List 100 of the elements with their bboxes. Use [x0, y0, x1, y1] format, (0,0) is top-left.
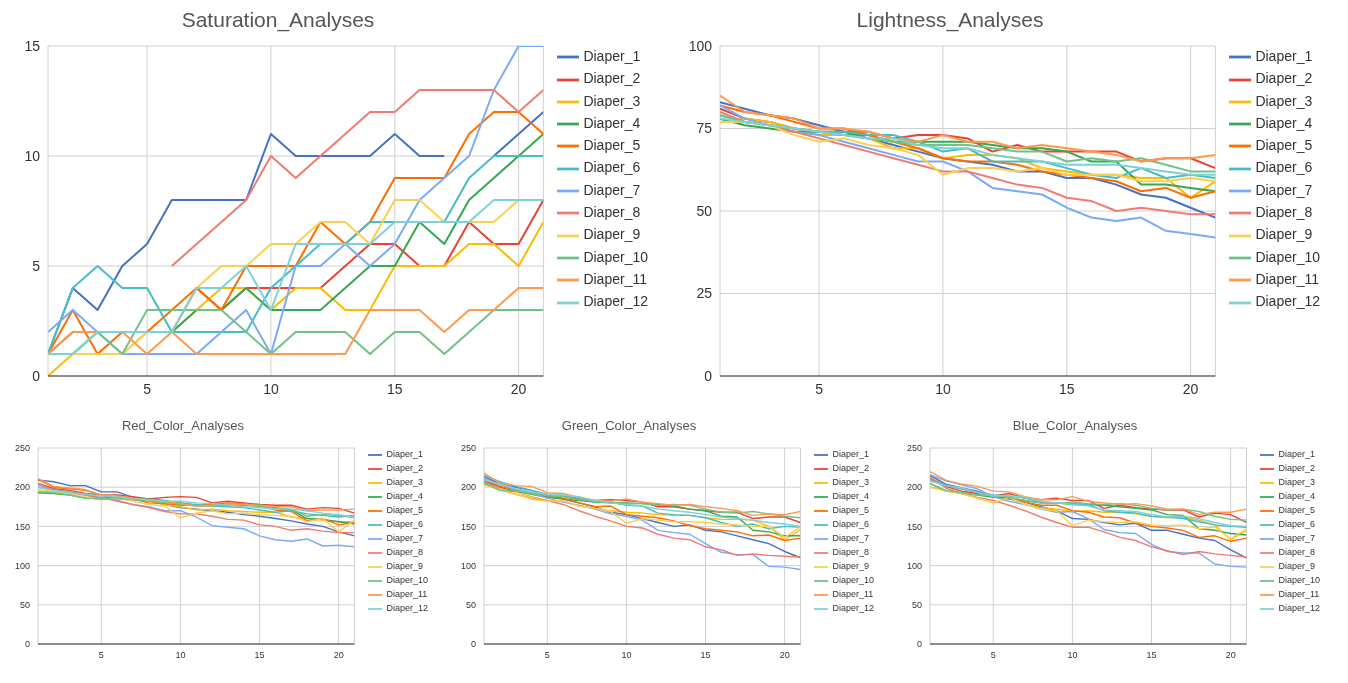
y-tick-label: 0: [470, 639, 476, 650]
legend-label: Diaper_12: [832, 603, 874, 614]
legend-label: Diaper_9: [832, 561, 869, 572]
x-tick-label: 15: [1146, 650, 1157, 661]
legend-label: Diaper_7: [832, 533, 869, 544]
line-series: [170, 89, 544, 267]
legend-label: Diaper_6: [1278, 519, 1315, 530]
chart-title: Blue_Color_Analyses: [1011, 418, 1139, 435]
y-tick-label: 150: [906, 521, 922, 532]
legend-label: Diaper_7: [1278, 533, 1315, 544]
legend-label: Diaper_4: [1278, 491, 1315, 502]
y-tick-label: 0: [24, 639, 30, 650]
x-tick-label: 5: [544, 650, 550, 661]
y-tick-label: 150: [14, 521, 30, 532]
legend-label: Diaper_3: [583, 92, 641, 109]
x-tick-label: 20: [333, 650, 344, 661]
legend-label: Diaper_7: [1255, 181, 1313, 198]
x-tick-label: 20: [1225, 650, 1236, 661]
y-tick-label: 0: [704, 367, 713, 384]
legend-label: Diaper_6: [583, 159, 641, 176]
y-tick-label: 200: [906, 482, 922, 493]
legend-label: Diaper_5: [1255, 137, 1313, 154]
x-tick-label: 10: [621, 650, 632, 661]
legend-label: Diaper_4: [832, 491, 869, 502]
legend-label: Diaper_12: [1255, 293, 1320, 310]
legend-label: Diaper_1: [1278, 449, 1315, 460]
legend-label: Diaper_7: [386, 533, 423, 544]
y-tick-label: 75: [696, 120, 713, 137]
y-tick-label: 100: [688, 37, 713, 54]
legend-label: Diaper_8: [1278, 547, 1315, 558]
legend-label: Diaper_7: [583, 181, 641, 198]
legend-label: Diaper_5: [386, 505, 423, 516]
legend-label: Diaper_8: [583, 204, 641, 221]
legend-label: Diaper_2: [583, 70, 641, 87]
y-tick-label: 0: [32, 367, 41, 384]
legend-label: Diaper_8: [386, 547, 423, 558]
y-tick-label: 25: [696, 285, 713, 302]
legend-label: Diaper_2: [1278, 463, 1315, 474]
legend-label: Diaper_10: [583, 248, 648, 265]
legend-label: Diaper_10: [832, 575, 874, 586]
x-tick-label: 10: [1067, 650, 1078, 661]
y-tick-label: 250: [460, 443, 476, 454]
legend-label: Diaper_2: [1255, 70, 1313, 87]
line-series: [720, 104, 1216, 239]
x-tick-label: 10: [263, 380, 279, 397]
x-tick-label: 15: [254, 650, 265, 661]
legend-label: Diaper_11: [583, 270, 647, 287]
y-tick-label: 50: [465, 599, 476, 610]
legend-label: Diaper_4: [386, 491, 423, 502]
legend-label: Diaper_3: [1255, 92, 1313, 109]
legend-label: Diaper_9: [1278, 561, 1315, 572]
x-tick-label: 5: [143, 380, 152, 397]
x-tick-label: 5: [990, 650, 996, 661]
y-tick-label: 250: [906, 443, 922, 454]
legend-label: Diaper_1: [386, 449, 423, 460]
y-tick-label: 10: [24, 147, 41, 164]
x-tick-label: 5: [98, 650, 104, 661]
legend-label: Diaper_9: [386, 561, 423, 572]
chart-title: Red_Color_Analyses: [120, 418, 246, 435]
legend-label: Diaper_8: [1255, 204, 1313, 221]
x-tick-label: 10: [935, 380, 951, 397]
legend-label: Diaper_6: [386, 519, 423, 530]
legend-label: Diaper_5: [1278, 505, 1315, 516]
legend-label: Diaper_11: [832, 589, 874, 600]
chart-title: Lightness_Analyses: [855, 8, 1045, 34]
legend-label: Diaper_11: [1278, 589, 1320, 600]
legend-label: Diaper_2: [386, 463, 423, 474]
x-tick-label: 20: [779, 650, 790, 661]
x-tick-label: 15: [1058, 380, 1075, 397]
chart-title: Saturation_Analyses: [180, 8, 376, 34]
chart-title: Green_Color_Analyses: [560, 418, 698, 435]
y-tick-label: 0: [916, 639, 922, 650]
line-series: [484, 472, 801, 517]
legend-label: Diaper_1: [832, 449, 869, 460]
legend-label: Diaper_4: [1255, 114, 1313, 131]
legend-label: Diaper_5: [583, 137, 641, 154]
line-series: [720, 94, 1216, 163]
y-tick-label: 100: [14, 560, 30, 571]
legend-label: Diaper_12: [1278, 603, 1320, 614]
y-tick-label: 100: [906, 560, 922, 571]
legend-label: Diaper_10: [1278, 575, 1320, 586]
y-tick-label: 200: [14, 482, 30, 493]
legend-label: Diaper_10: [386, 575, 428, 586]
line-series: [48, 287, 544, 355]
legend-label: Diaper_12: [386, 603, 428, 614]
legend-label: Diaper_4: [583, 114, 641, 131]
legend-label: Diaper_3: [832, 477, 869, 488]
y-tick-label: 15: [24, 37, 41, 54]
line-series: [48, 199, 544, 355]
legend-label: Diaper_1: [583, 48, 641, 64]
legend-label: Diaper_11: [386, 589, 428, 600]
legend-label: Diaper_10: [1255, 248, 1320, 265]
legend-label: Diaper_6: [832, 519, 869, 530]
y-tick-label: 250: [14, 443, 30, 454]
x-tick-label: 15: [386, 380, 403, 397]
x-tick-label: 10: [175, 650, 186, 661]
legend-label: Diaper_3: [386, 477, 423, 488]
y-tick-label: 50: [19, 599, 30, 610]
legend-label: Diaper_9: [1255, 226, 1313, 243]
y-tick-label: 150: [460, 521, 476, 532]
